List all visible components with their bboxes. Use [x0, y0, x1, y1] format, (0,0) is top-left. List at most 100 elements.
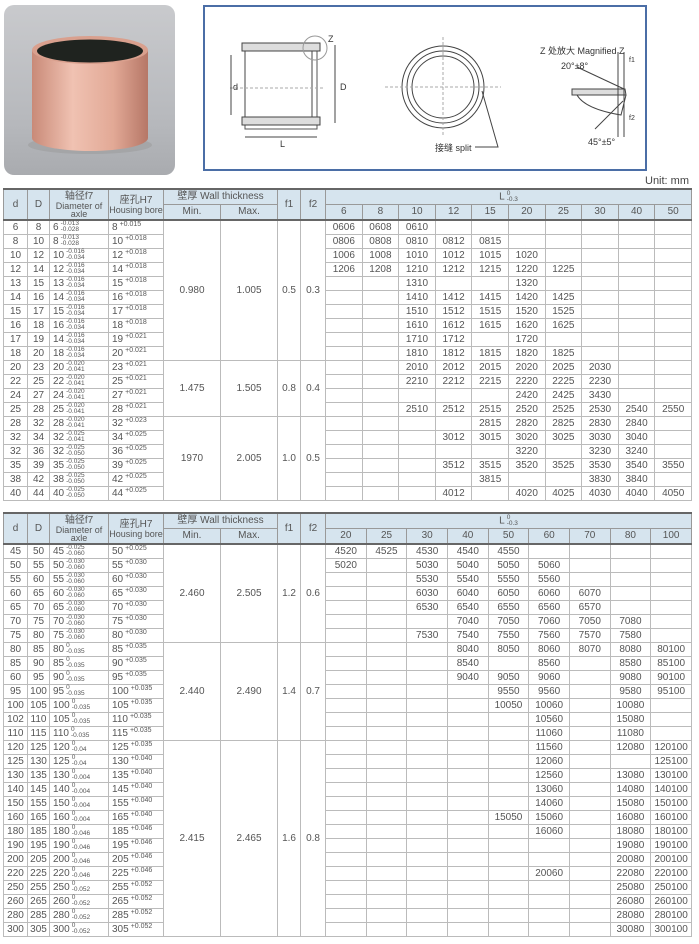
cell-part-number: [544, 248, 583, 263]
cell-part-number: 1720: [507, 332, 546, 347]
axle-tol-lower: -0.028: [60, 240, 79, 248]
axle-tol-lower: -0.046: [71, 872, 91, 880]
cell-D: 75: [27, 614, 50, 629]
axle-tol-upper: -0.016: [66, 262, 85, 270]
cell-D: 110: [27, 712, 50, 727]
cell-part-number: [398, 444, 436, 459]
cell-D: 27: [27, 388, 50, 403]
axle-tolerance: 0 -0.052: [72, 923, 90, 936]
table-row: 18 20 18 -0.016 -0.034 20 +0.021 1810 1812 1815 18…: [3, 346, 693, 361]
cell-part-number: 7550: [487, 628, 530, 643]
table-row: 32 34 32 -0.025 -0.041 34 +0.025 3012 3015 3020 30…: [3, 430, 693, 445]
table-row: 8 10 8 -0.013 -0.028 10 +0.018 0806 0808 0810 0812…: [3, 234, 693, 249]
cell-part-number: 0606: [325, 219, 363, 235]
cell-part-number: 1615: [471, 318, 509, 333]
axle-nominal: 45: [53, 546, 65, 557]
cell-part-number: [325, 698, 367, 713]
cell-part-number: 1512: [434, 304, 473, 319]
cell-part-number: 5530: [406, 572, 448, 587]
cell-part-number: [398, 388, 436, 403]
cell-part-number: 10050: [487, 698, 530, 713]
cell-part-number: 4520: [325, 543, 367, 559]
cell-part-number: [446, 880, 489, 895]
cell-part-number: [446, 698, 489, 713]
cell-part-number: [361, 472, 400, 487]
cell-part-number: [528, 922, 570, 937]
housing-tolerance: +0.025: [125, 445, 147, 452]
cell-part-number: [361, 430, 400, 445]
cell-part-number: [654, 276, 693, 291]
header-housing-en: Housing bore: [109, 528, 163, 539]
cell-part-number: 1620: [507, 318, 546, 333]
cell-part-number: 18080: [609, 824, 652, 839]
table-header: d D 轴径f7 Diameter of axle 座孔H7 Housing bore 壁厚…: [3, 188, 693, 221]
housing-tolerance: +0.030: [125, 573, 147, 580]
cell-part-number: 280100: [650, 908, 692, 923]
cell-axle: 190 0 -0.046: [49, 838, 109, 853]
cell-part-number: [325, 642, 367, 657]
axle-tolerance: -0.025 -0.060: [66, 545, 84, 558]
axle-nominal: 105: [53, 714, 70, 725]
cell-min: 2.440: [163, 642, 221, 741]
cell-part-number: [544, 332, 583, 347]
cell-part-number: 2830: [581, 416, 619, 431]
cell-part-number: 5030: [406, 558, 448, 573]
label-f2: f2: [629, 115, 635, 122]
cell-part-number: 9080: [609, 670, 652, 685]
cell-part-number: 4550: [487, 543, 530, 559]
cell-part-number: [325, 908, 367, 923]
axle-tol-lower: -0.035: [71, 704, 91, 712]
housing-nominal: 195: [112, 840, 129, 851]
table-row: 60 65 60 -0.030 -0.060 65 +0.030 6030 6040 6050 60…: [3, 586, 692, 601]
header-length-30: 30: [406, 527, 448, 545]
cell-d: 140: [3, 782, 28, 797]
axle-tol-upper: -0.030: [66, 600, 85, 608]
cell-housing: 100 +0.035: [108, 684, 164, 699]
header-length-80: 80: [609, 527, 652, 545]
housing-tolerance: +0.052: [130, 895, 153, 902]
cell-part-number: [487, 894, 530, 909]
cell-D: 39: [27, 458, 50, 473]
axle-nominal: 25: [53, 404, 65, 415]
cell-part-number: [365, 852, 408, 867]
cell-D: 15: [27, 276, 50, 291]
cell-D: 12: [27, 248, 50, 263]
cell-part-number: [487, 922, 530, 937]
cell-part-number: [471, 388, 509, 403]
header-housing: 座孔H7 Housing bore: [108, 512, 164, 545]
cell-part-number: 2825: [544, 416, 583, 431]
header-d: d: [3, 512, 28, 545]
cell-part-number: [325, 726, 367, 741]
cell-part-number: [581, 248, 619, 263]
axle-nominal: 14: [53, 334, 65, 345]
cell-D: 42: [27, 472, 50, 487]
cell-part-number: 11560: [528, 740, 570, 755]
axle-tol-lower: -0.060: [66, 620, 85, 628]
table-row: 28 32 28 -0.020 -0.041 32 +0.023 1970 2.005 1.0 0.…: [3, 416, 693, 501]
cell-part-number: [446, 922, 489, 937]
cell-D: 185: [27, 824, 50, 839]
cell-D: 225: [27, 866, 50, 881]
cell-housing: 80 +0.030: [108, 628, 164, 643]
cell-axle: 160 0 -0.004: [49, 810, 109, 825]
cell-part-number: [650, 558, 692, 573]
cell-part-number: [325, 402, 363, 417]
cell-part-number: 3520: [507, 458, 546, 473]
cell-housing: 25 +0.021: [108, 374, 164, 389]
cell-part-number: 9060: [528, 670, 570, 685]
cell-d: 125: [3, 754, 28, 769]
cell-axle: 60 -0.030 -0.060: [49, 586, 109, 601]
housing-nominal: 28: [112, 404, 124, 415]
axle-tol-upper: -0.016: [66, 276, 85, 284]
cell-part-number: [361, 388, 400, 403]
axle-tolerance: -0.016 -0.034: [66, 347, 84, 360]
table-row: 32 36 32 -0.025 -0.050 36 +0.025 3220 3230 3240: [3, 444, 693, 459]
cell-part-number: [398, 486, 436, 501]
cell-housing: 32 +0.023: [108, 416, 164, 431]
cell-part-number: 6030: [406, 586, 448, 601]
housing-nominal: 70: [112, 602, 124, 613]
axle-tol-upper: 0: [71, 824, 76, 832]
cell-part-number: [654, 388, 693, 403]
cell-part-number: 2220: [507, 374, 546, 389]
cell-axle: 280 0 -0.052: [49, 908, 109, 923]
